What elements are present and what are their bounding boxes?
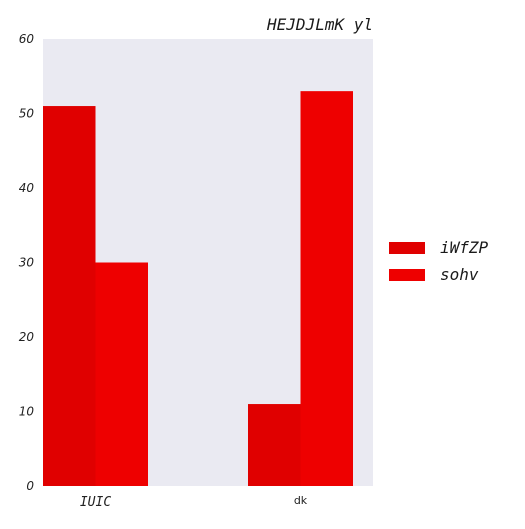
x-tick-label: IUIC	[80, 495, 111, 510]
y-tick-label: 40	[19, 181, 35, 195]
chart-title: HEJDJLmK yl	[266, 15, 373, 34]
bar-sohv-dk	[300, 91, 353, 487]
y-tick-label: 50	[19, 107, 35, 121]
x-axis-ticks: IUIC dk	[80, 494, 308, 510]
x-tick-label: dk	[294, 494, 308, 507]
y-axis-ticks: 0 10 20 30 40 50 60	[19, 32, 35, 493]
y-tick-label: 20	[19, 330, 35, 344]
legend-swatch-sohv	[389, 269, 425, 281]
bar-iWfZP-dk	[248, 404, 301, 486]
bar-sohv-IUIC	[95, 262, 148, 486]
y-tick-label: 0	[26, 479, 34, 493]
y-tick-label: 10	[19, 405, 35, 419]
bars-group	[43, 91, 353, 487]
legend-label-sohv: sohv	[440, 265, 479, 284]
bar-iWfZP-IUIC	[43, 106, 96, 487]
legend: iWfZP sohv	[389, 238, 489, 284]
legend-swatch-iWfZP	[389, 242, 425, 254]
y-tick-label: 60	[19, 32, 35, 46]
y-tick-label: 30	[19, 256, 35, 270]
legend-label-iWfZP: iWfZP	[440, 238, 489, 257]
